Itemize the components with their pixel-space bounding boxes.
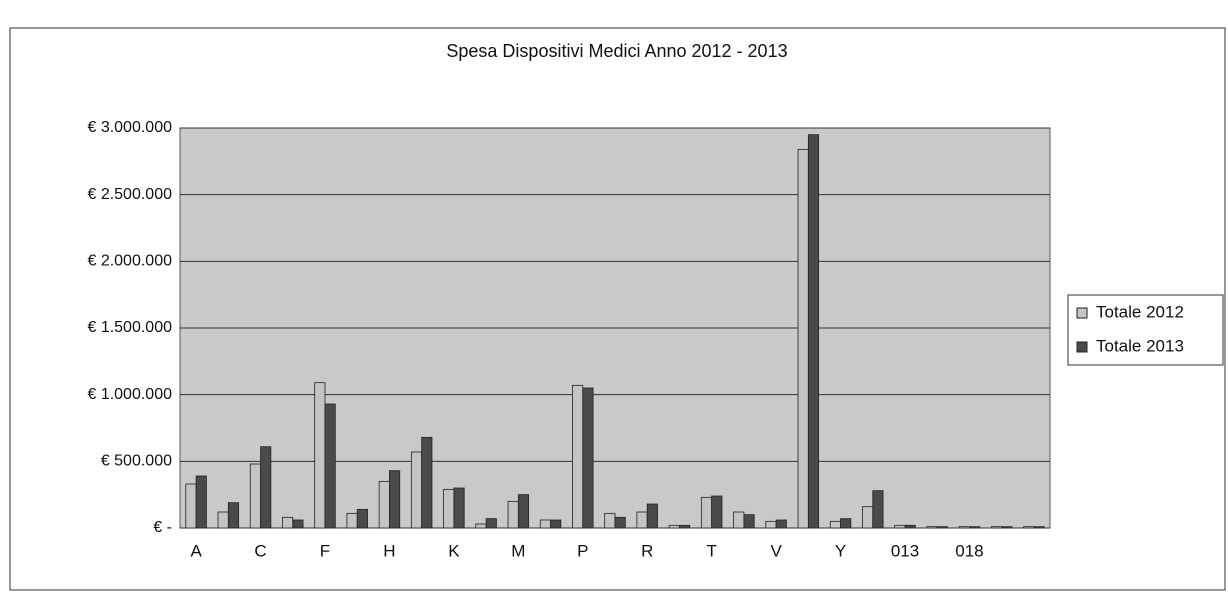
bar [872,490,884,529]
bar [475,523,487,529]
y-tick-label: € 1.500.000 [87,319,172,336]
bar [485,518,497,529]
bar [604,512,616,529]
bar [904,524,916,529]
y-tick-label: € 1.000.000 [87,386,172,403]
bar [217,511,229,529]
bar [582,387,594,529]
legend [1067,294,1224,366]
bar [410,451,423,529]
bar [249,463,261,529]
y-tick-label: € 3.000.000 [87,119,172,136]
bar [227,502,240,529]
x-tick-label: F [320,541,330,560]
bar [507,500,519,529]
bar [926,526,938,529]
bar [700,496,713,529]
bar [324,403,336,529]
bar [829,520,841,529]
bar [421,436,433,529]
x-tick-label: 013 [891,541,919,560]
bar [346,512,358,529]
y-tick-label: € 500.000 [101,453,172,470]
bar [969,526,981,529]
bar [679,524,691,529]
bar [550,519,562,529]
bar [292,519,304,529]
x-tick-label: C [254,541,266,560]
bar [282,516,294,529]
bar [572,384,584,529]
bar [614,516,626,529]
bar [185,483,197,529]
x-tick-label: H [383,541,395,560]
bar [807,134,820,529]
bar [765,520,777,529]
x-tick-label: 018 [955,541,983,560]
bar [260,446,272,529]
bar [1033,526,1045,529]
chart-title: Spesa Dispositivi Medici Anno 2012 - 201… [446,41,787,61]
bar [1001,526,1013,529]
bar [894,524,906,529]
bar [646,503,658,529]
x-tick-label: R [641,541,653,560]
bar [936,526,948,529]
x-tick-label: A [190,541,202,560]
bar [775,519,787,529]
bar [733,511,745,529]
bar [797,148,809,529]
bar [958,526,970,529]
x-tick-label: T [706,541,716,560]
x-tick-label: M [511,541,525,560]
legend-label: Totale 2012 [1096,302,1184,321]
legend-swatch [1076,307,1088,319]
y-tick-label: € 2.500.000 [87,186,172,203]
bar [711,495,723,529]
y-tick-label: € 2.000.000 [87,253,172,270]
bar [517,494,530,529]
bar [443,488,455,529]
bar [378,480,390,529]
y-tick-label: € - [153,519,172,536]
bar [743,514,755,529]
bar [195,475,207,529]
bar [356,508,368,529]
legend-label: Totale 2013 [1096,336,1184,355]
bar [539,519,551,529]
bar [840,518,852,529]
bar [636,511,648,529]
legend-swatch [1076,341,1088,353]
x-tick-label: V [770,541,782,560]
bar [862,506,874,529]
x-tick-label: P [577,541,588,560]
x-tick-label: Y [835,541,846,560]
bar [389,470,401,529]
bar [668,524,680,529]
x-tick-label: K [448,541,460,560]
bar [314,382,326,529]
bar [990,526,1003,529]
bar [453,487,465,529]
bar [1023,526,1035,529]
